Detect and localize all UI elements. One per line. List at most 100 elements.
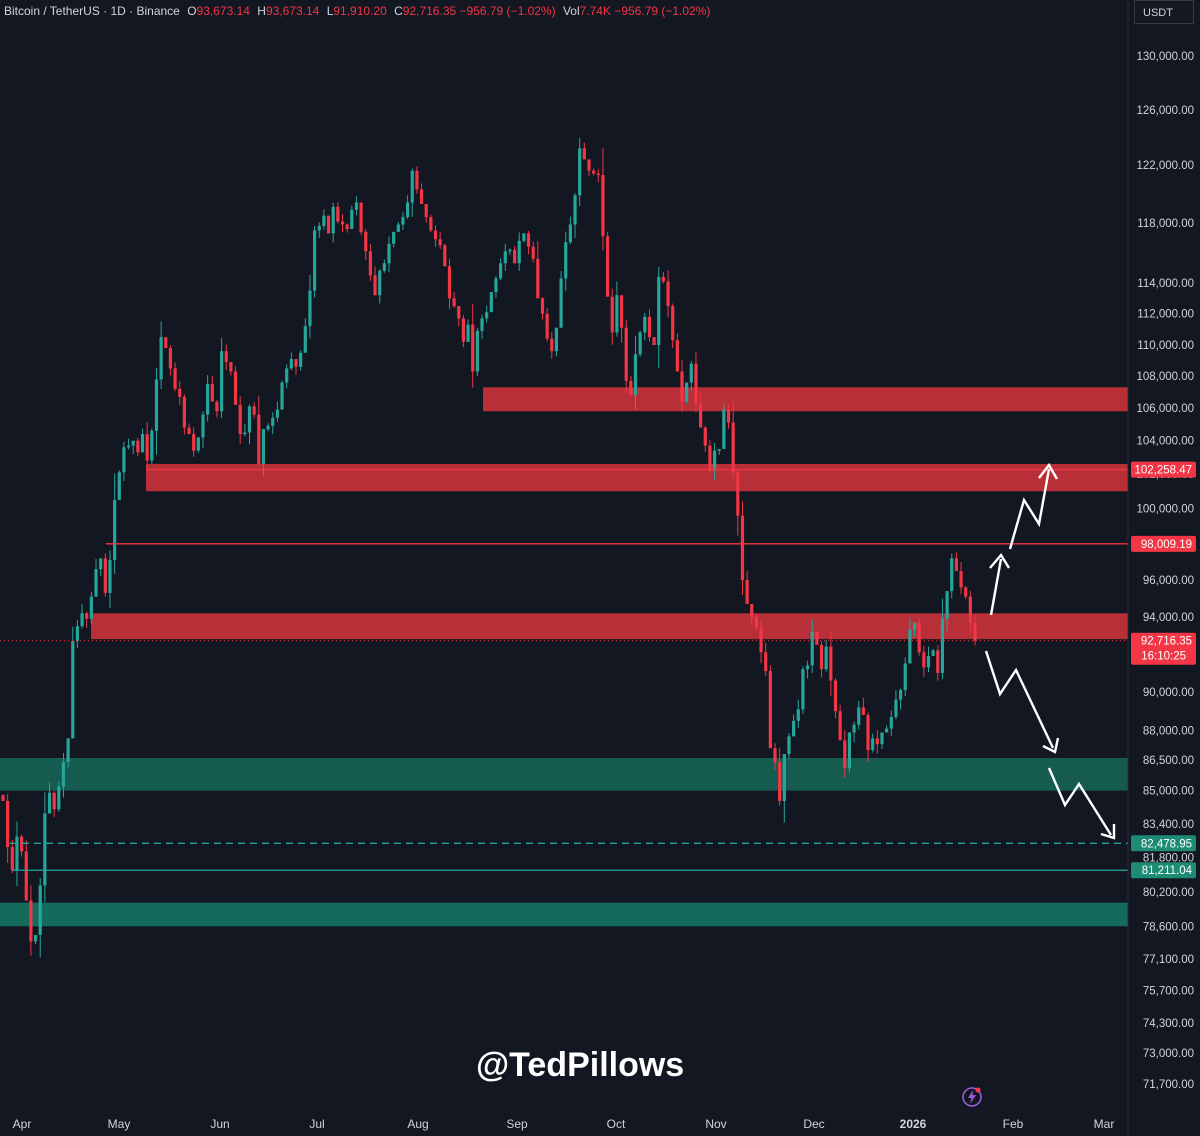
candle-body — [382, 263, 386, 271]
candle-body — [861, 707, 865, 716]
time-axis[interactable]: Apr May Jun Jul Aug Sep Oct Nov Dec 2026 Feb Mar — [13, 1117, 1115, 1131]
author-watermark: @TedPillows — [476, 1046, 685, 1084]
candle-body — [615, 295, 619, 333]
candle-body — [354, 202, 359, 210]
time-tick-label: Mar — [1094, 1117, 1115, 1131]
price-axis[interactable]: 130,000.00 126,000.00 122,000.00 118,000.00… — [1127, 0, 1194, 1136]
candle-body — [196, 437, 200, 451]
arrow-down-head-1 — [1042, 737, 1060, 754]
price-tick-label: 86,500.00 — [1143, 755, 1194, 767]
candle-body — [294, 358, 298, 367]
candle-body — [66, 738, 70, 763]
price-tick-label: 126,000.00 — [1136, 105, 1194, 117]
candle-body — [568, 224, 572, 243]
price-tick-label: 108,000.00 — [1136, 371, 1194, 383]
candle-body — [536, 258, 540, 299]
candle-body — [471, 324, 475, 372]
time-tick-label: Apr — [13, 1117, 32, 1131]
price-tick-label: 106,000.00 — [1136, 403, 1194, 415]
candle-body — [838, 711, 842, 741]
candle-body — [99, 558, 103, 570]
candle-body — [215, 401, 219, 412]
candle-body — [517, 240, 521, 264]
lightning-logo-icon[interactable] — [961, 1086, 983, 1108]
candle-body — [489, 292, 493, 313]
candle-body — [801, 669, 805, 710]
candle-body — [192, 434, 196, 451]
candle-body — [47, 792, 52, 814]
candle-body — [317, 225, 321, 231]
candle-body — [652, 337, 656, 345]
candle-body — [336, 206, 340, 222]
candle-body — [647, 316, 652, 338]
candle-body — [387, 243, 391, 264]
candle-body — [764, 652, 768, 672]
candle-body — [852, 724, 856, 733]
current-price-label: 92,716.35 — [1141, 636, 1192, 648]
candle-body — [782, 754, 786, 802]
candle-body — [285, 368, 289, 383]
price-tick-label: 88,000.00 — [1143, 726, 1194, 738]
candle-body — [745, 580, 749, 605]
price-tick-label: 85,000.00 — [1143, 786, 1194, 798]
candle-body — [629, 380, 633, 396]
candle-body — [24, 851, 28, 901]
candle-body — [406, 202, 410, 218]
candle-body — [531, 246, 535, 259]
candle-body — [605, 236, 610, 297]
candle-body — [252, 406, 256, 415]
candle-body — [485, 312, 489, 319]
candle-body — [973, 622, 977, 641]
candle-body — [931, 650, 935, 656]
candle-body — [461, 318, 466, 342]
candle-body — [601, 175, 605, 237]
symbol-name[interactable]: Bitcoin / TetherUS · 1D · Binance — [4, 4, 180, 18]
candle-body — [824, 646, 828, 670]
time-tick-label: Feb — [1003, 1117, 1024, 1131]
candle-body — [122, 447, 126, 473]
candle-body — [778, 762, 782, 802]
candle-body — [443, 245, 447, 267]
candle-body — [712, 450, 717, 471]
low-label: L — [326, 4, 334, 18]
symbol-legend: Bitcoin / TetherUS · 1D · Binance O93,67… — [4, 4, 710, 18]
close-label: C — [394, 4, 403, 18]
candle-body — [643, 316, 647, 333]
candles-layer — [1, 138, 977, 958]
candle-body — [717, 448, 721, 451]
price-tick-label: 71,700.00 — [1143, 1079, 1194, 1091]
candle-body — [922, 652, 926, 668]
candle-body — [508, 249, 512, 252]
current-price-tag — [1131, 632, 1196, 665]
candle-body — [206, 384, 210, 415]
candle-body — [503, 251, 507, 264]
candle-body — [322, 215, 326, 226]
candle-body — [936, 650, 940, 673]
time-tick-label: Aug — [407, 1117, 428, 1131]
candle-body — [787, 736, 791, 755]
candle-body — [457, 305, 461, 319]
time-tick-label: Jun — [210, 1117, 229, 1131]
currency-button[interactable]: USDT — [1134, 0, 1194, 24]
candle-body — [587, 159, 591, 171]
candle-body — [903, 663, 907, 691]
candle-body — [89, 596, 93, 619]
candle-body — [392, 231, 396, 244]
candle-body — [136, 440, 140, 453]
candle-body — [396, 224, 400, 232]
price-tick-label: 110,000.00 — [1137, 340, 1194, 352]
candle-body — [722, 409, 726, 449]
candle-body — [368, 251, 373, 276]
candle-body — [350, 209, 354, 229]
candle-body — [159, 337, 163, 380]
candle-body — [945, 591, 949, 619]
price-tick-label: 73,000.00 — [1143, 1048, 1194, 1060]
green-zone-79k — [0, 902, 1128, 927]
candle-body — [810, 631, 814, 666]
candle-body — [968, 596, 972, 623]
candle-body — [210, 384, 214, 402]
candle-body — [243, 432, 247, 435]
candle-body — [345, 224, 349, 229]
candle-body — [308, 290, 312, 327]
